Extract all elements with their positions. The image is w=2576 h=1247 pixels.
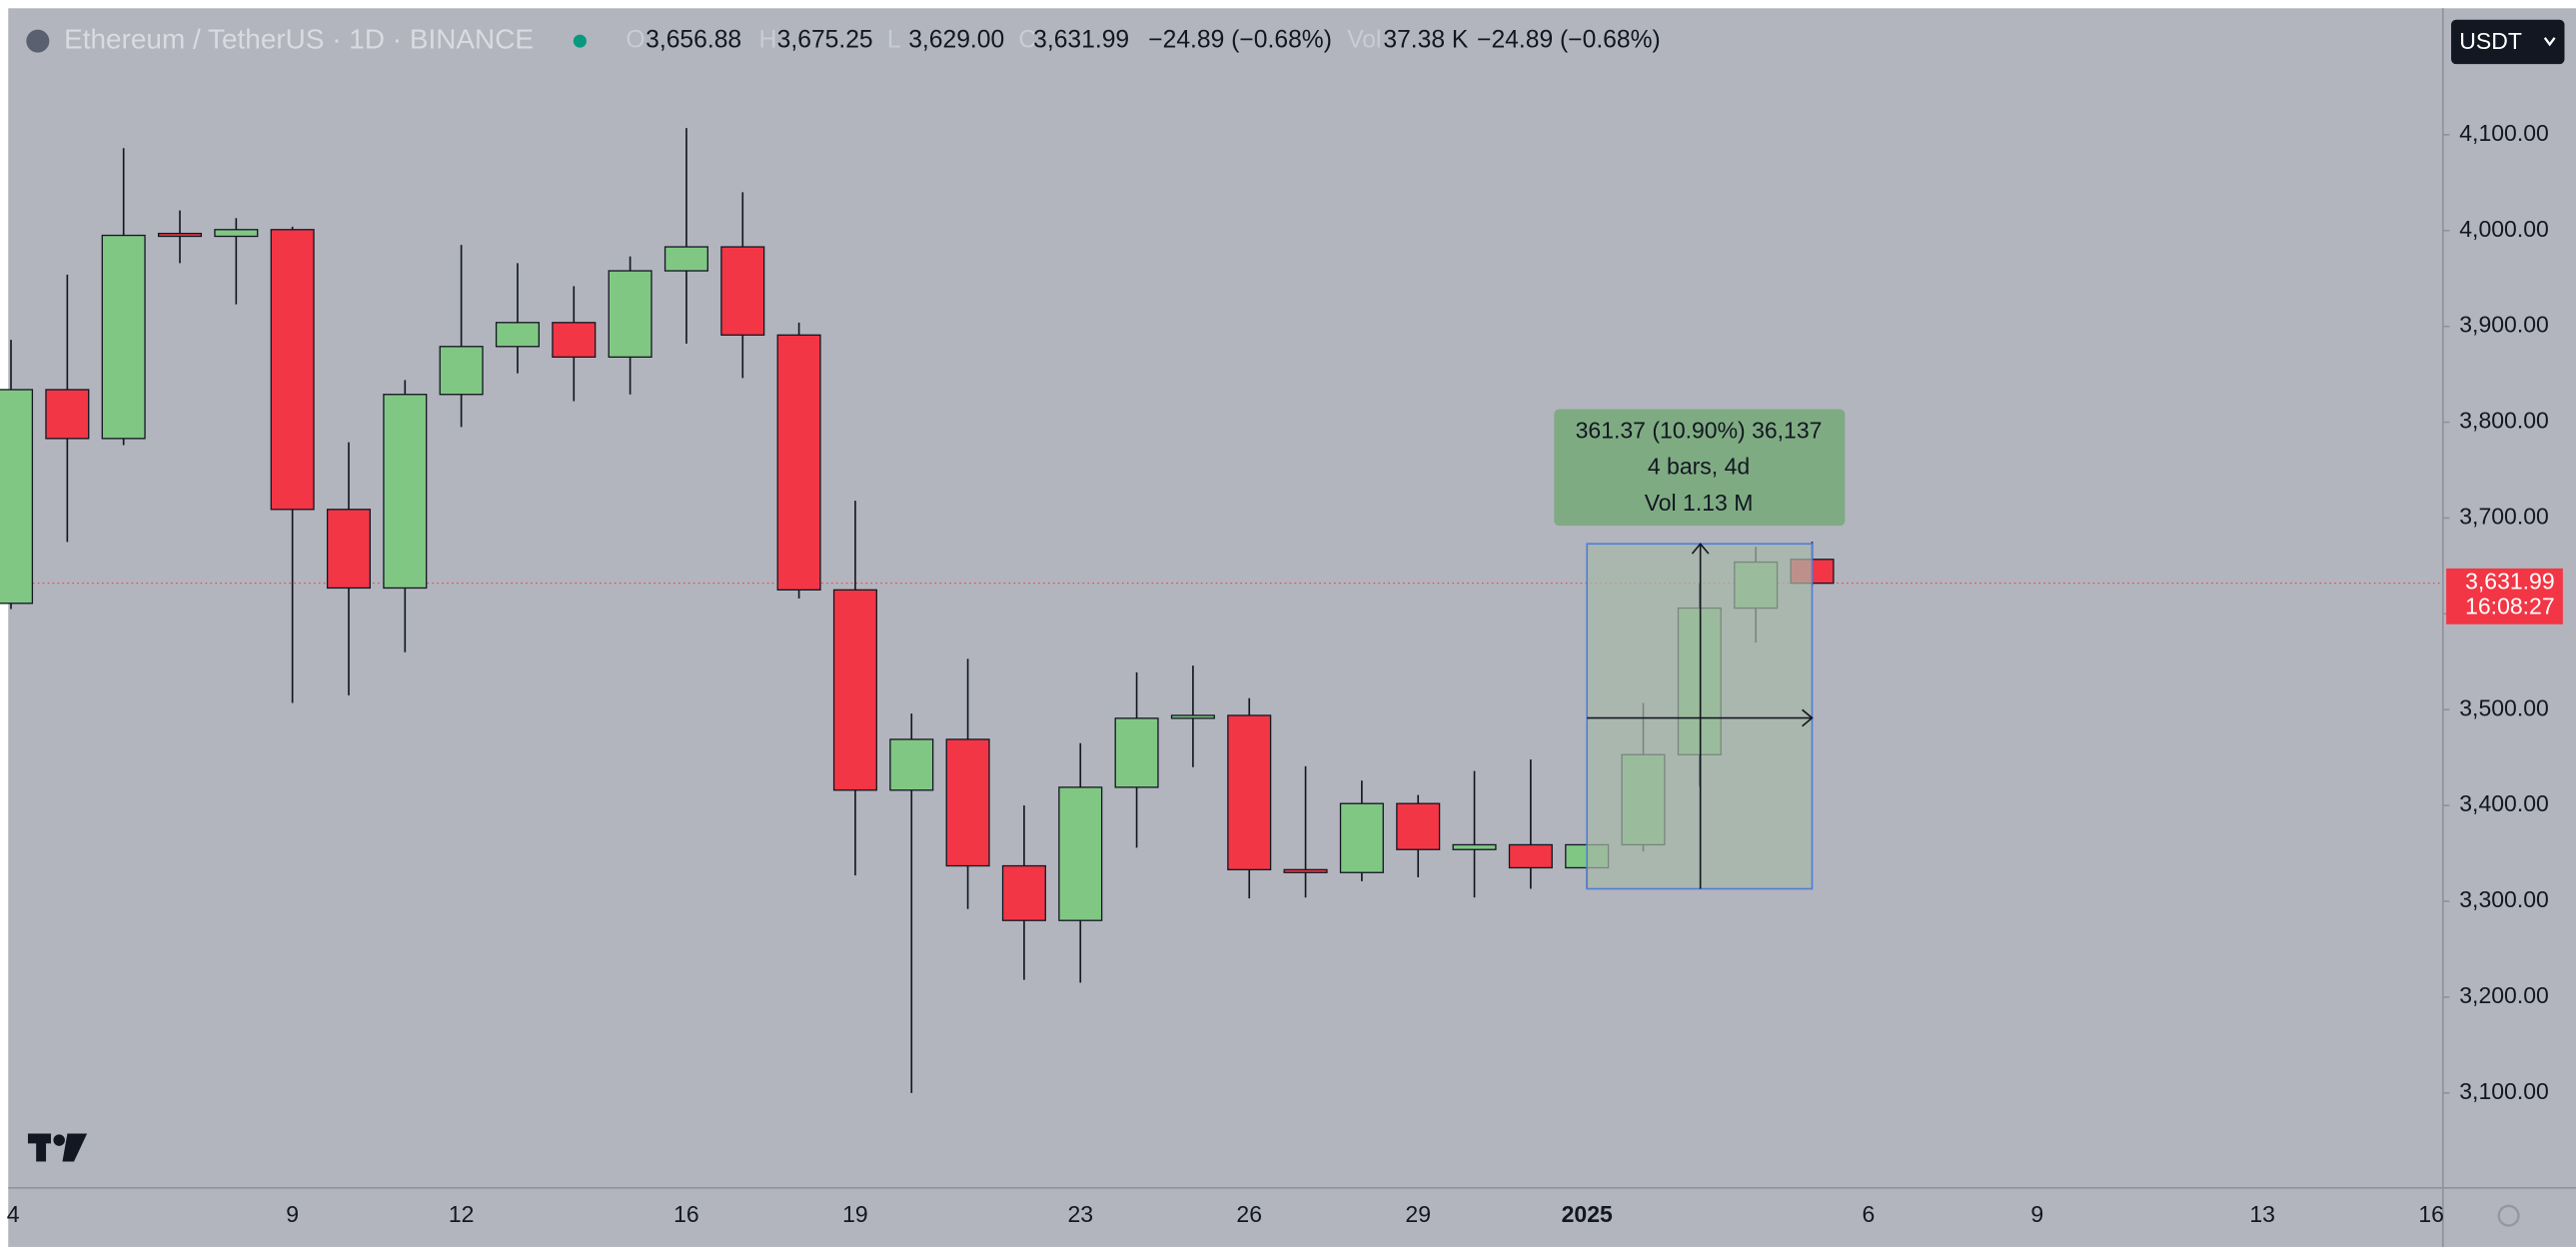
legend-change: −24.89 (−0.68%) <box>1148 27 1332 54</box>
legend-key: O <box>626 27 644 54</box>
measure-text: Vol 1.13 M <box>1645 490 1754 516</box>
price-label: 3,631.99 <box>2465 569 2555 595</box>
candle-body <box>0 389 34 605</box>
x-tick-label: 13 <box>2249 1201 2275 1227</box>
series-layer <box>0 128 2443 1093</box>
settings-icon[interactable] <box>2497 1204 2520 1227</box>
measure-text: 4 bars, 4d <box>1648 454 1750 480</box>
y-tick-label: 3,300.00 <box>2459 886 2549 912</box>
legend-value: 37.38 K <box>1383 27 1469 54</box>
measure-tooltip <box>1554 409 1846 527</box>
candle-body <box>1114 717 1159 788</box>
price-label-box <box>2446 568 2563 624</box>
candle-body <box>1227 714 1272 871</box>
y-tick-label: 3,700.00 <box>2459 504 2549 530</box>
candle-body <box>832 589 877 791</box>
status-dot <box>573 34 587 48</box>
candle-body <box>101 234 146 440</box>
arrow-head <box>1691 542 1710 555</box>
legend: O 3,656.88 H 3,675.25 L 3,629.00 C3,631.99 −24.… <box>626 27 1660 54</box>
legend-value: 3,631.99 <box>1033 27 1129 54</box>
currency-label[interactable]: USDT <box>2459 28 2522 54</box>
candle-body <box>270 229 315 511</box>
x-tick-label: 16 <box>673 1201 699 1227</box>
legend-value: 3,675.25 <box>777 27 873 54</box>
candle-body <box>326 509 372 590</box>
candle-body <box>1339 802 1384 873</box>
y-tick-label: 4,000.00 <box>2459 216 2549 242</box>
candle-body <box>608 270 652 358</box>
candle-body <box>776 334 821 592</box>
x-tick-label: 4 <box>7 1201 20 1227</box>
x-tick-label: 6 <box>1862 1201 1875 1227</box>
candle-body <box>1508 843 1553 869</box>
time-axis <box>8 1187 2576 1247</box>
candle-body <box>1452 843 1497 850</box>
x-tick-label: 9 <box>286 1201 299 1227</box>
x-tick-label: 26 <box>1236 1201 1262 1227</box>
legend-value: 3,656.88 <box>645 27 741 54</box>
legend-key: L <box>887 27 901 54</box>
candle-body <box>1283 868 1328 873</box>
x-tick-label: 12 <box>449 1201 475 1227</box>
candle-body <box>663 246 708 272</box>
y-tick-label: 3,400.00 <box>2459 790 2549 816</box>
candle-body <box>45 389 90 440</box>
legend-value: 3,629.00 <box>908 27 1004 54</box>
x-tick-label: 2025 <box>1562 1201 1613 1227</box>
candle-body <box>1170 714 1215 719</box>
x-tick-label: 23 <box>1067 1201 1093 1227</box>
candle-body <box>1001 864 1046 921</box>
candle-body <box>439 346 484 396</box>
candle-body <box>495 322 540 348</box>
candle-body <box>945 738 990 867</box>
countdown: 16:08:27 <box>2465 593 2555 619</box>
candle-body <box>157 232 203 238</box>
plot-area <box>8 8 2443 1188</box>
y-tick-label: 3,200.00 <box>2459 982 2549 1008</box>
x-tick-label: 16 <box>2418 1201 2444 1227</box>
candle-body <box>214 229 259 238</box>
symbol-icon <box>26 29 50 53</box>
candle-body <box>1396 802 1441 850</box>
arrow-head <box>1802 708 1814 727</box>
legend-key: Vol <box>1347 27 1381 54</box>
chart-title: Ethereum / TetherUS · 1D · BINANCE <box>64 24 534 55</box>
legend-key: C <box>1018 27 1036 54</box>
candle-body <box>1058 786 1103 921</box>
chevron[interactable] <box>2543 37 2556 47</box>
candle-body <box>383 394 428 590</box>
candle-body <box>552 322 597 358</box>
y-tick-label: 3,800.00 <box>2459 408 2549 434</box>
x-tick-label: 29 <box>1405 1201 1431 1227</box>
logo <box>27 1133 88 1162</box>
legend-change: −24.89 (−0.68%) <box>1477 27 1661 54</box>
x-tick-label: 19 <box>842 1201 868 1227</box>
measure-text: 361.37 (10.90%) 36,137 <box>1576 418 1823 444</box>
x-tick-label: 9 <box>2030 1201 2043 1227</box>
legend-key: H <box>759 27 777 54</box>
candle-body <box>720 246 765 336</box>
candle-body <box>889 738 934 791</box>
y-tick-label: 3,100.00 <box>2459 1078 2549 1104</box>
currency-button[interactable] <box>2451 19 2565 65</box>
y-tick-label: 3,500.00 <box>2459 694 2549 720</box>
y-tick-label: 4,100.00 <box>2459 120 2549 146</box>
y-tick-label: 3,900.00 <box>2459 312 2549 338</box>
